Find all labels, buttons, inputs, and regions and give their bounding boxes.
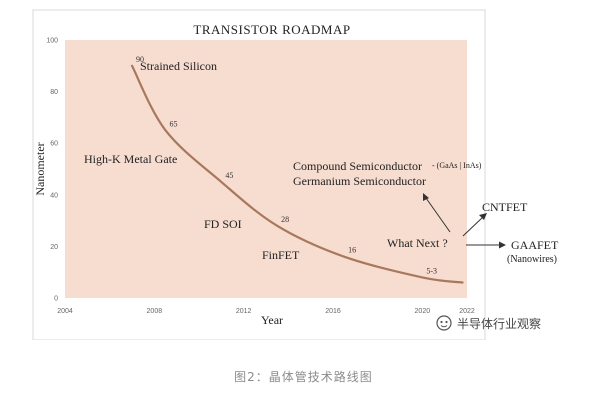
y-axis-label: Nanometer	[33, 142, 47, 195]
arrow-to-cntfet	[462, 213, 487, 237]
x-axis-label: Year	[261, 313, 283, 327]
annotation-gaafet: GAAFET	[511, 238, 559, 252]
series-line-node-size	[130, 64, 464, 284]
y-axis-ticks: 0 20 40 60 80 100	[46, 38, 58, 303]
transistor-roadmap-chart: TRANSISTOR ROADMAP 0 20 40 60 80 100 2004 2008…	[32, 9, 559, 340]
plot-area	[65, 40, 467, 298]
data-label: 16	[348, 246, 356, 255]
y-tick-label: 80	[50, 89, 58, 96]
annotation-finfet: FinFET	[262, 248, 300, 262]
annotation-strained-silicon: Strained Silicon	[140, 59, 217, 73]
watermark-logo	[436, 315, 452, 331]
x-tick-label: 2012	[236, 308, 252, 315]
x-tick-label: 2016	[325, 308, 341, 315]
y-tick-label: 40	[50, 192, 58, 199]
data-label: 28	[281, 215, 289, 224]
data-label: 5-3	[426, 266, 437, 275]
watermark-text: 半导体行业观察	[457, 317, 541, 331]
annotation-cntfet: CNTFET	[482, 200, 528, 214]
data-label: 90	[136, 55, 144, 64]
arrow-to-compound	[423, 193, 451, 233]
x-tick-label: 2022	[459, 308, 475, 315]
x-tick-label: 2008	[147, 308, 163, 315]
x-tick-label: 2020	[415, 308, 431, 315]
annotation-germanium-semiconductor: Germanium Semiconductor	[293, 174, 426, 188]
data-labels: 90 65 45 28 16 5-3	[136, 55, 437, 276]
x-axis-ticks: 2004 2008 2012 2016 2020 2022	[57, 308, 475, 315]
annotation-high-k-metal-gate: High-K Metal Gate	[84, 152, 177, 166]
annotation-what-next: What Next ?	[387, 236, 448, 250]
annotation-compound-semiconductor: Compound Semiconductor	[293, 159, 422, 173]
annotation-fd-soi: FD SOI	[204, 217, 242, 231]
annotation-nanowires: (Nanowires)	[507, 254, 557, 265]
figure-caption: 图2：晶体管技术路线图	[234, 370, 373, 384]
data-label: 65	[170, 119, 178, 128]
chart-title: TRANSISTOR ROADMAP	[193, 22, 350, 37]
arrow-to-gaafet	[466, 241, 506, 249]
data-label: 45	[225, 171, 233, 180]
y-tick-label: 20	[50, 244, 58, 251]
annotation-gaas-inas: - (GaAs | InAs)	[432, 161, 482, 170]
y-tick-label: 100	[46, 38, 58, 45]
y-tick-label: 0	[54, 296, 58, 303]
y-tick-label: 60	[50, 141, 58, 148]
x-tick-label: 2004	[57, 308, 73, 315]
